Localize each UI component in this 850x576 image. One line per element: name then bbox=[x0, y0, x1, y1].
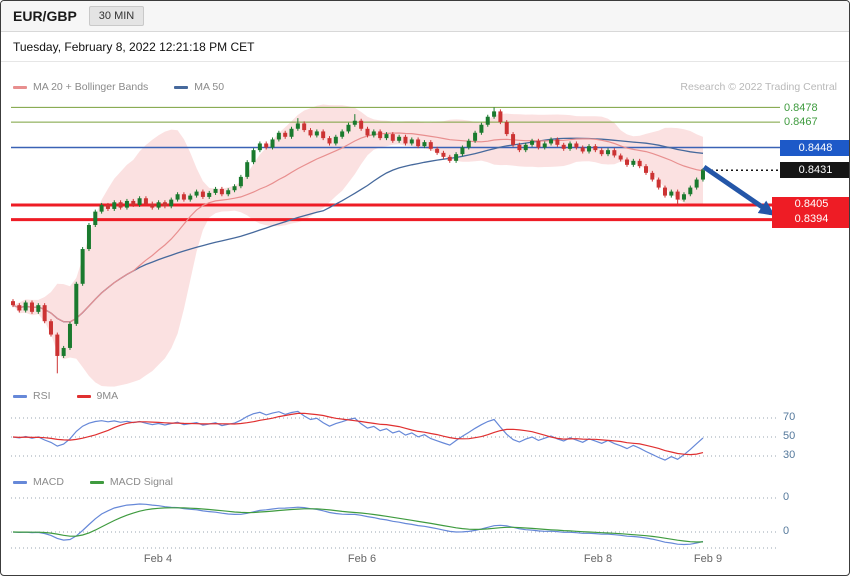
rsi-tick-70: 70 bbox=[783, 411, 796, 423]
instrument-title: EUR/GBP bbox=[13, 8, 77, 24]
rsi-legend-swatch-icon bbox=[13, 394, 27, 398]
resistance-label-2: 0.8467 bbox=[784, 116, 818, 128]
support-zone-badge: 0.8405 0.8394 bbox=[772, 197, 849, 228]
xaxis-label-feb8: Feb 8 bbox=[583, 553, 613, 565]
support-label-1: 0.8405 bbox=[794, 198, 829, 210]
support-label-2: 0.8394 bbox=[794, 213, 829, 225]
rsi-tick-50: 50 bbox=[783, 430, 796, 442]
rsi-tick-30: 30 bbox=[783, 449, 796, 461]
xaxis-label-feb9: Feb 9 bbox=[693, 553, 723, 565]
last-price-badge: 0.8431 bbox=[780, 162, 849, 178]
attribution-text: Research © 2022 Trading Central bbox=[680, 81, 837, 93]
macd-signal-legend-label: MACD Signal bbox=[109, 476, 173, 488]
macd-legend-label: MACD bbox=[33, 476, 64, 488]
xaxis-label-feb4: Feb 4 bbox=[143, 553, 173, 565]
pivot-price-badge: 0.8448 bbox=[780, 140, 849, 156]
macd-tick-zero-2: 0 bbox=[783, 525, 790, 537]
macd-signal-legend-swatch-icon bbox=[89, 480, 104, 484]
ma50-legend-swatch-icon bbox=[174, 85, 189, 89]
macd-legend: MACD MACD Signal bbox=[13, 476, 173, 488]
xaxis-label-feb6: Feb 6 bbox=[347, 553, 377, 565]
timestamp: Tuesday, February 8, 2022 12:21:18 PM CE… bbox=[1, 33, 849, 62]
ma20-legend-label: MA 20 + Bollinger Bands bbox=[33, 81, 149, 93]
rsi-legend-label: RSI bbox=[33, 390, 51, 402]
ma20-legend-swatch-icon bbox=[13, 85, 27, 89]
macd-tick-zero-1: 0 bbox=[783, 491, 790, 503]
main-chart-legend: MA 20 + Bollinger Bands MA 50 bbox=[13, 81, 224, 93]
resistance-label-1: 0.8478 bbox=[784, 102, 818, 114]
header: EUR/GBP 30 MIN bbox=[1, 1, 849, 32]
rsi-legend: RSI 9MA bbox=[13, 390, 118, 402]
timeframe-badge[interactable]: 30 MIN bbox=[88, 6, 145, 26]
rsi-ma-legend-label: 9MA bbox=[96, 390, 119, 402]
ma50-legend-label: MA 50 bbox=[194, 81, 225, 93]
macd-legend-swatch-icon bbox=[13, 480, 27, 484]
rsi-ma-legend-swatch-icon bbox=[76, 394, 91, 398]
